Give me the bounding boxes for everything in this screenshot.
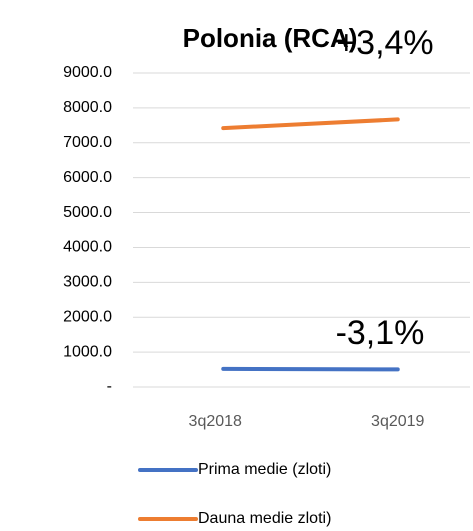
series-line (221, 366, 400, 372)
y-tick-label: 6000.0 (63, 169, 112, 186)
x-tick-label: 3q2018 (189, 413, 242, 430)
annotation: -3,1% (336, 314, 425, 352)
annotation: +3,4% (336, 24, 433, 62)
y-tick-label: 8000.0 (63, 99, 112, 116)
y-tick-label: 2000.0 (63, 308, 112, 325)
y-tick-label: 5000.0 (63, 204, 112, 221)
x-tick-label: 3q2019 (371, 413, 424, 430)
y-tick-label: 4000.0 (63, 239, 112, 256)
y-tick-label: 7000.0 (63, 134, 112, 151)
y-tick-label: 3000.0 (63, 274, 112, 291)
chart-title: Polonia (RCA) (183, 23, 358, 53)
legend-label: Prima medie (zloti) (198, 461, 331, 478)
series-line (221, 117, 400, 131)
y-tick-label: - (107, 378, 112, 395)
legend-label: Dauna medie zloti) (198, 510, 331, 527)
y-tick-label: 9000.0 (63, 64, 112, 81)
y-tick-label: 1000.0 (63, 343, 112, 360)
